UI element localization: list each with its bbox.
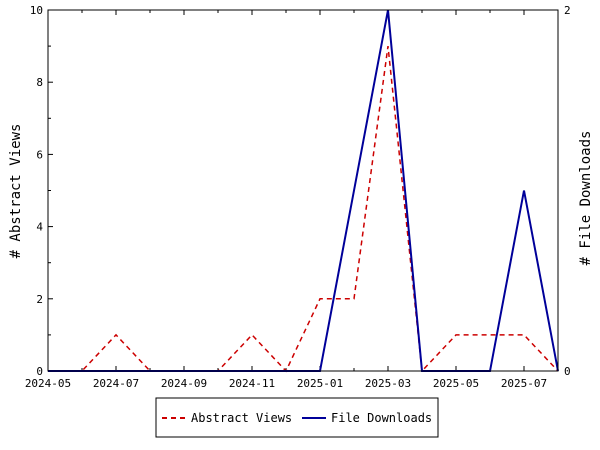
y-left-tick-label: 6	[36, 148, 43, 161]
y-left-tick-label: 4	[36, 221, 43, 234]
y-left-tick-label: 8	[36, 76, 43, 89]
series-line-abstract-views	[48, 45, 559, 373]
y-axis-ticks: 0 2 4 6 8 10 0 2	[30, 4, 571, 378]
y-left-tick-label: 0	[36, 365, 43, 378]
x-tick-label: 2024-09	[161, 377, 207, 390]
series-line-file-downloads	[48, 9, 559, 372]
y-axis-right-title: # File Downloads	[578, 131, 594, 266]
x-tick-label: 2024-11	[229, 377, 275, 390]
y-left-tick-label: 2	[36, 293, 43, 306]
x-tick-label: 2024-07	[93, 377, 139, 390]
y-left-tick-label: 10	[30, 4, 43, 17]
y-right-tick-label: 2	[564, 4, 571, 17]
legend-label-abstract-views: Abstract Views	[191, 411, 292, 425]
x-tick-label: 2025-01	[297, 377, 343, 390]
series-layer	[48, 9, 559, 373]
x-axis-ticks: 2024-05 2024-07 2024-09 2024-11 2025-01 2025-…	[25, 10, 559, 390]
legend-label-file-downloads: File Downloads	[331, 411, 432, 425]
legend: Abstract Views File Downloads	[155, 397, 439, 438]
y-axis-left-title: # Abstract Views	[8, 124, 24, 259]
plot-area-frame	[47, 9, 559, 372]
x-tick-label: 2024-05	[25, 377, 71, 390]
x-tick-label: 2025-03	[365, 377, 411, 390]
legend-box	[155, 397, 439, 438]
x-tick-label: 2025-05	[433, 377, 479, 390]
x-tick-label: 2025-07	[501, 377, 547, 390]
y-right-tick-label: 0	[564, 365, 571, 378]
